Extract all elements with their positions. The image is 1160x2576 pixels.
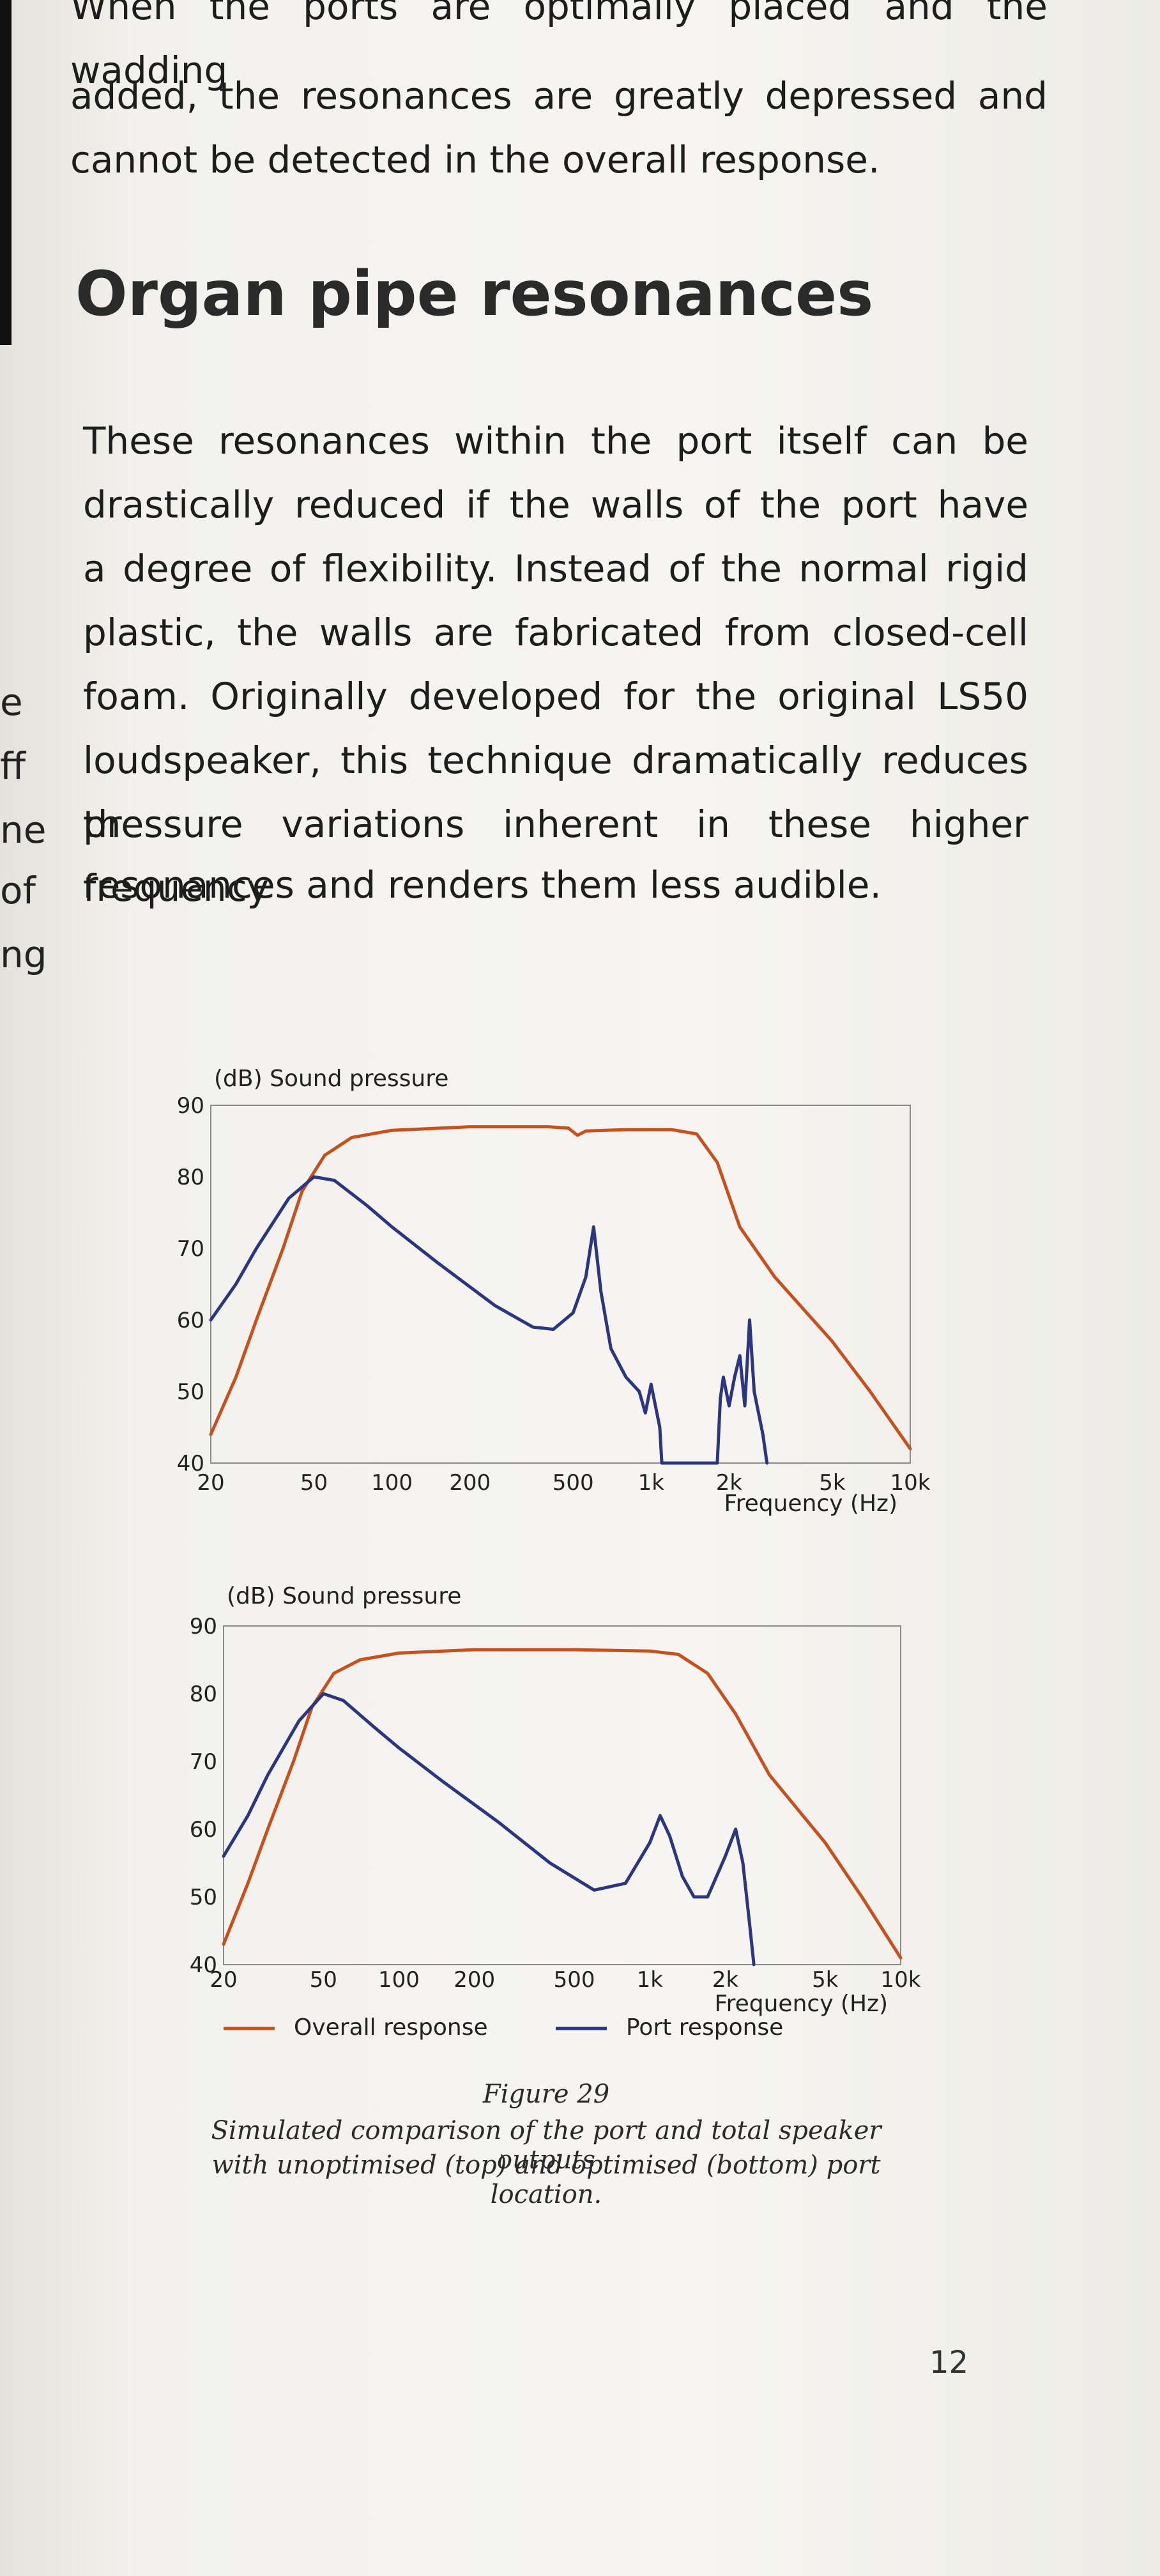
paragraph-line: cannot be detected in the overall respon… xyxy=(70,138,880,181)
y-tick-label: 80 xyxy=(177,1165,204,1190)
chart-title: (dB) Sound pressure xyxy=(227,1583,461,1609)
y-tick-label: 50 xyxy=(190,1885,217,1910)
y-tick-label: 50 xyxy=(177,1379,204,1405)
x-tick-label: 2k xyxy=(712,1967,739,1993)
x-tick-label: 20 xyxy=(197,1470,224,1496)
figure-label: Figure 29 xyxy=(482,2080,610,2109)
x-tick-label: 500 xyxy=(553,1470,594,1496)
figure-caption-line: with unoptimised (top) and optimised (bo… xyxy=(211,2150,881,2209)
paragraph-line: added, the resonances are greatly depres… xyxy=(70,74,1048,118)
section-heading: Organ pipe resonances xyxy=(75,258,874,330)
y-tick-label: 60 xyxy=(177,1308,204,1333)
x-tick-label: 100 xyxy=(371,1470,413,1496)
y-tick-label: 70 xyxy=(190,1749,217,1775)
x-tick-label: 50 xyxy=(310,1967,337,1993)
y-tick-label: 40 xyxy=(177,1451,204,1476)
margin-fragment: ng xyxy=(0,933,47,976)
paragraph-line: resonances and renders them less audible… xyxy=(83,863,881,907)
y-tick-label: 80 xyxy=(190,1682,217,1707)
x-tick-label: 10k xyxy=(881,1967,921,1993)
chart-frame xyxy=(210,1105,911,1464)
y-tick-label: 90 xyxy=(190,1614,217,1639)
x-tick-label: 10k xyxy=(890,1470,931,1496)
paragraph-line: drastically reduced if the walls of the … xyxy=(83,483,1028,526)
paragraph-line: pressure variations inherent in these hi… xyxy=(83,802,1028,910)
paragraph-line: When the ports are optimally placed and … xyxy=(70,0,1048,92)
left-margin-bar xyxy=(0,0,11,345)
x-axis-label: Frequency (Hz) xyxy=(715,1991,888,2017)
x-tick-label: 20 xyxy=(210,1967,237,1993)
port-response-line xyxy=(209,1175,769,1465)
margin-fragment: ff xyxy=(0,744,26,788)
x-tick-label: 1k xyxy=(637,1967,664,1993)
y-tick-label: 70 xyxy=(177,1236,204,1262)
page-number: 12 xyxy=(929,2345,969,2380)
y-tick-label: 60 xyxy=(190,1817,217,1843)
paragraph-line: a degree of flexibility. Instead of the … xyxy=(83,547,1028,590)
paragraph-line: loudspeaker, this technique dramatically… xyxy=(83,739,1028,846)
overall-response-line xyxy=(209,1125,912,1451)
x-tick-label: 5k xyxy=(812,1967,839,1993)
margin-fragment: of xyxy=(0,869,36,912)
legend-label: Port response xyxy=(626,2014,783,2041)
figure-caption-line: Simulated comparison of the port and tot… xyxy=(211,2116,881,2175)
margin-fragment: ne xyxy=(0,808,47,852)
paragraph-line: plastic, the walls are fabricated from c… xyxy=(83,611,1028,654)
x-tick-label: 100 xyxy=(378,1967,420,1993)
x-tick-label: 200 xyxy=(454,1967,495,1993)
y-tick-label: 40 xyxy=(190,1952,217,1978)
port-response-line xyxy=(222,1692,756,1966)
overall-response-line xyxy=(222,1648,903,1959)
x-tick-label: 1k xyxy=(638,1470,665,1496)
x-axis-label: Frequency (Hz) xyxy=(724,1491,897,1517)
paragraph-line: These resonances within the port itself … xyxy=(83,419,1028,463)
chart-frame xyxy=(223,1625,901,1965)
x-tick-label: 5k xyxy=(819,1470,846,1496)
x-tick-label: 2k xyxy=(716,1470,743,1496)
x-tick-label: 50 xyxy=(300,1470,328,1496)
margin-fragment: e xyxy=(0,680,23,724)
paragraph-line: foam. Originally developed for the origi… xyxy=(83,675,1028,718)
x-tick-label: 200 xyxy=(449,1470,491,1496)
y-tick-label: 90 xyxy=(177,1093,204,1119)
legend-label: Overall response xyxy=(294,2014,488,2041)
x-tick-label: 500 xyxy=(554,1967,595,1993)
chart-title: (dB) Sound pressure xyxy=(214,1066,448,1092)
